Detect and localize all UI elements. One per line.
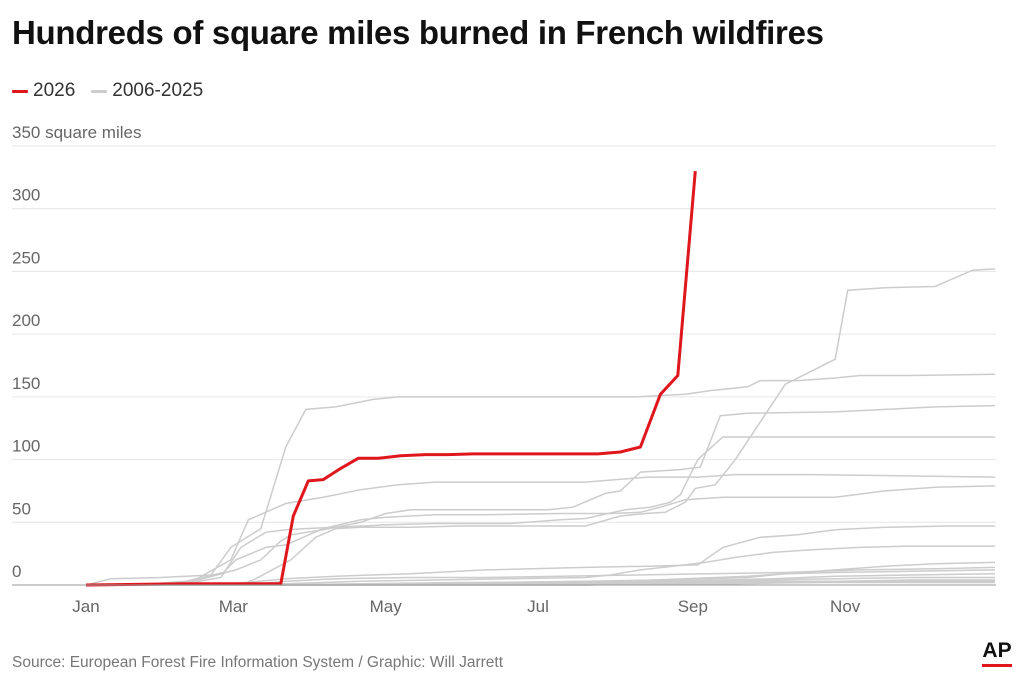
legend-swatch-2026 [12, 89, 28, 93]
highlight-series [85, 170, 697, 587]
ap-logo-bar [982, 664, 1012, 667]
x-tick-label-may: May [370, 597, 403, 616]
background-line-16 [86, 268, 996, 586]
chart-title: Hundreds of square miles burned in Frenc… [12, 14, 824, 51]
legend-label-2006-2025: 2006-2025 [112, 80, 204, 101]
ap-logo: AP [982, 640, 1012, 667]
ap-logo-text: AP [982, 639, 1012, 662]
background-line-14 [86, 566, 996, 586]
y-unit-label: 350 square miles [12, 123, 141, 142]
source-credit: Source: European Forest Fire Information… [12, 654, 504, 671]
y-tick-label-200: 200 [12, 311, 40, 330]
x-tick-label-sep: Sep [678, 597, 708, 616]
x-tick-labels: Jan Mar May Jul Sep Nov [72, 597, 860, 616]
background-line-1 [85, 373, 996, 586]
x-tick-label-jul: Jul [527, 597, 549, 616]
background-line-5 [86, 485, 996, 586]
legend-swatch-2006-2025 [91, 89, 108, 93]
series-line-2026 [85, 170, 697, 587]
background-line-3 [85, 436, 995, 586]
y-tick-label-100: 100 [12, 437, 40, 456]
y-tick-label-300: 300 [12, 186, 40, 205]
background-line-2 [86, 473, 996, 586]
y-tick-label-0: 0 [12, 562, 21, 581]
gridlines [12, 145, 996, 523]
y-tick-label-250: 250 [12, 248, 40, 267]
background-line-4 [86, 404, 996, 586]
y-tick-label-150: 150 [12, 374, 40, 393]
legend: 2026 2006-2025 [12, 80, 219, 102]
legend-label-2026: 2026 [33, 80, 76, 101]
y-tick-labels: 0 50 100 150 200 250 300 [12, 186, 40, 581]
legend-item-2026: 2026 [12, 80, 75, 102]
background-series-lines [85, 268, 996, 586]
x-tick-label-jan: Jan [72, 597, 99, 616]
x-tick-label-nov: Nov [830, 597, 861, 616]
y-tick-label-50: 50 [12, 499, 31, 518]
x-tick-label-mar: Mar [219, 597, 249, 616]
background-line-7 [86, 545, 995, 586]
background-line-6 [86, 525, 995, 586]
legend-item-2006-2025: 2006-2025 [91, 80, 203, 102]
